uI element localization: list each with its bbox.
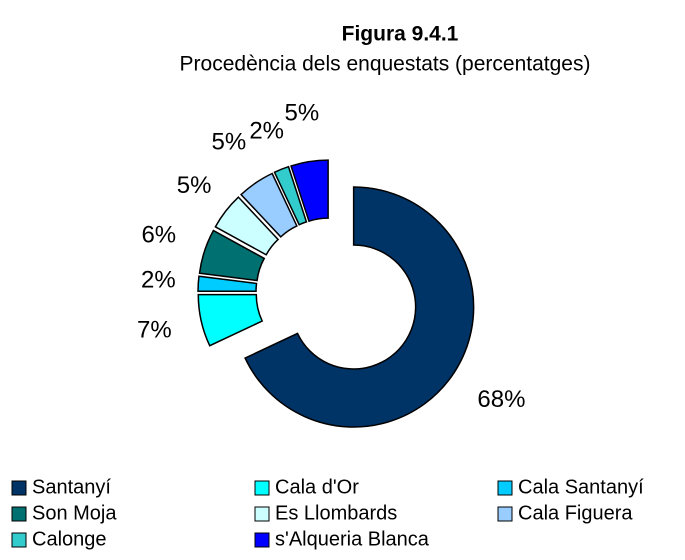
legend-swatch (254, 506, 270, 522)
legend-label: Cala Figuera (518, 502, 633, 524)
legend-label: Son Moja (32, 502, 117, 524)
legend-label: Cala d'Or (275, 476, 359, 498)
legend-label: s'Alqueria Blanca (275, 528, 430, 550)
legend-swatch (254, 480, 270, 496)
slice (240, 172, 298, 238)
data-label: 7% (137, 317, 172, 344)
legend-swatch (254, 532, 270, 548)
legend-label: Cala Santanyí (518, 476, 644, 498)
legend-swatch (11, 506, 27, 522)
data-label: 2% (249, 117, 284, 144)
slice (214, 196, 280, 256)
legend-swatch (11, 532, 27, 548)
slice (197, 293, 264, 347)
legend-swatch (497, 480, 513, 496)
data-label: 5% (177, 172, 212, 199)
slice (290, 159, 329, 223)
data-label: 2% (141, 267, 176, 294)
slice (197, 275, 258, 292)
data-label: 5% (211, 128, 246, 155)
legend-swatch (497, 506, 513, 522)
legend-label: Calonge (32, 528, 107, 550)
data-label: 68% (477, 386, 525, 413)
slice (273, 165, 308, 226)
legend-label: Santanyí (32, 476, 111, 498)
chart-title: Figura 9.4.1 (342, 23, 459, 46)
legend-label: Es Llombards (275, 502, 397, 524)
data-label: 5% (284, 100, 319, 127)
slice (244, 186, 475, 428)
legend-swatch (11, 480, 27, 496)
slice (198, 229, 266, 282)
chart-subtitle: Procedència dels enquestats (percentatge… (180, 53, 591, 76)
data-label: 6% (141, 222, 176, 249)
